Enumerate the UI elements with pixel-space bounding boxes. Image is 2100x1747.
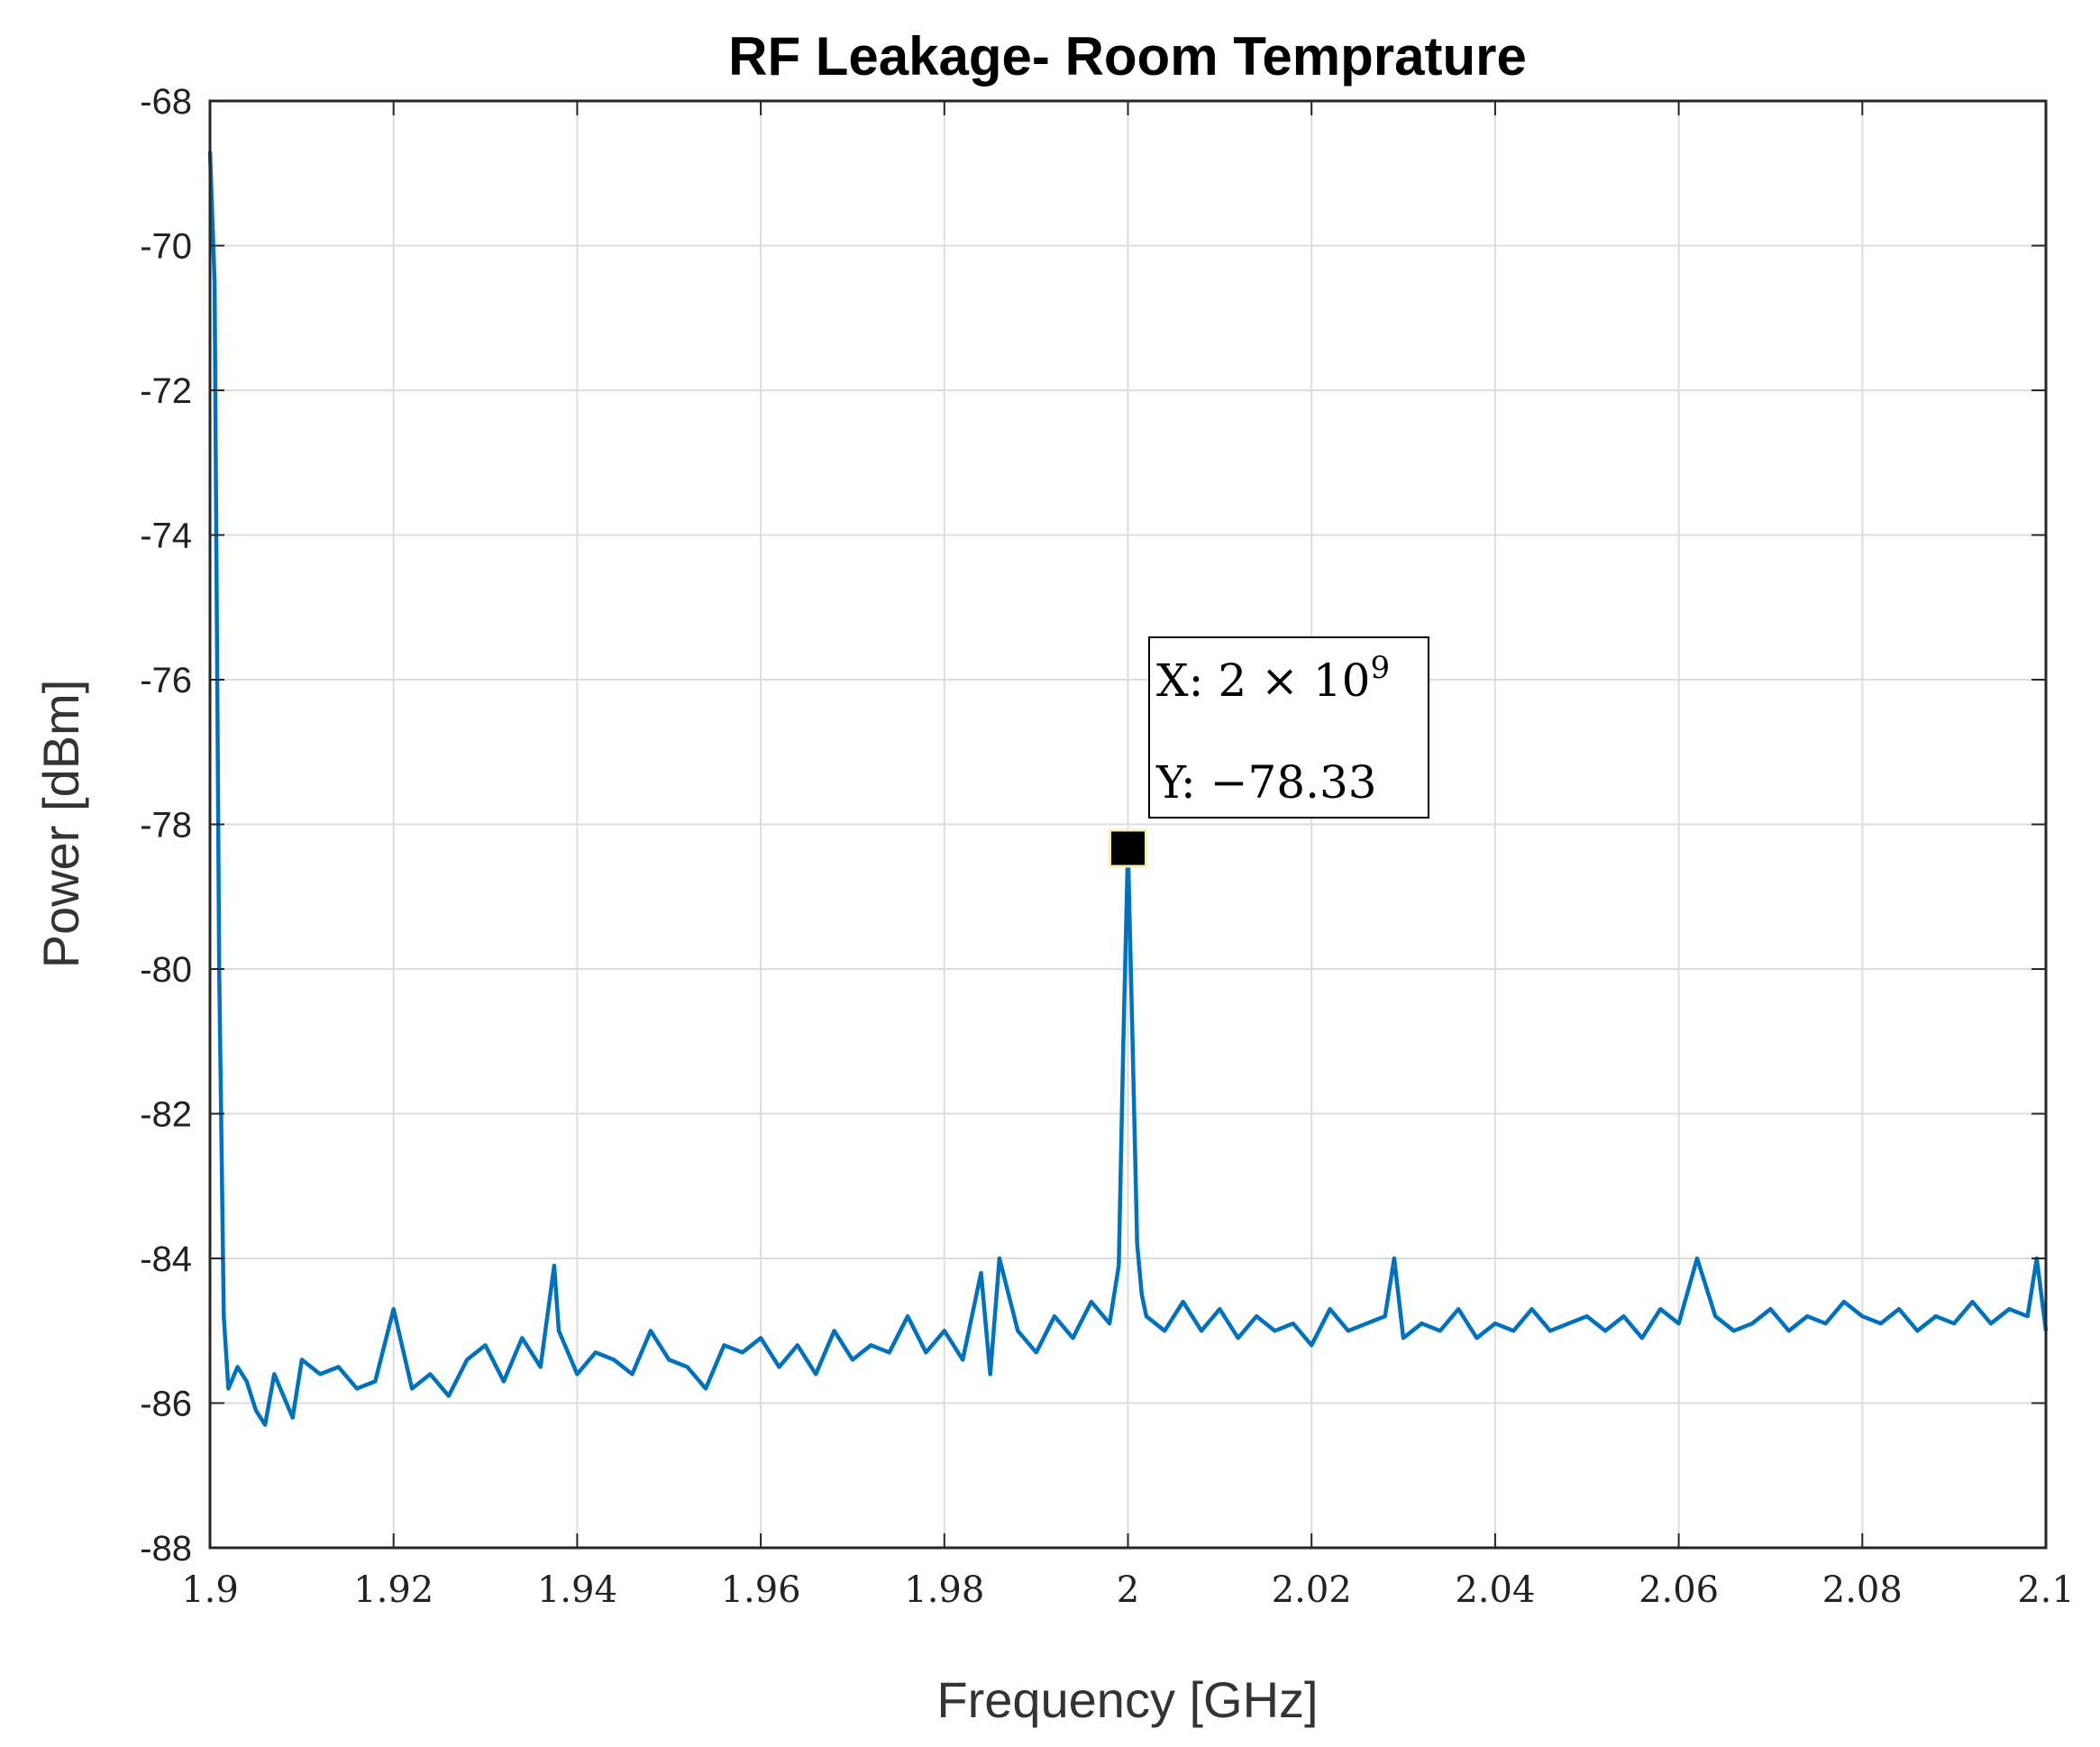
x-tick-label: 1.96 [721, 1569, 801, 1611]
series-line [207, 151, 2049, 1427]
y-tick-label: -88 [140, 1529, 192, 1569]
y-tick-label: -82 [140, 1095, 192, 1135]
y-axis-label: Power [dBm] [32, 680, 89, 969]
y-tick-label: -68 [140, 82, 192, 122]
y-tick-label: -80 [140, 950, 192, 990]
x-tick-labels: 1.9 1.92 1.94 1.96 1.98 2 2.02 2.04 2.06 2.08 2.1 [181, 1569, 2075, 1611]
x-tick-label: 2.06 [1639, 1569, 1719, 1611]
y-tick-label: -70 [140, 227, 192, 267]
y-tick-label: -78 [140, 806, 192, 846]
x-tick-label: 1.94 [537, 1569, 617, 1611]
x-tick-label: 2.1 [2017, 1569, 2075, 1611]
data-tip-box [1148, 636, 1429, 819]
y-tick-labels: -68 -70 -72 -74 -76 -78 -80 -82 -84 -86 -88 [140, 82, 192, 1569]
y-tick-label: -72 [140, 371, 192, 411]
y-tick-label: -76 [140, 661, 192, 700]
data-tip-y-text: Y: −78.33 [1155, 756, 1377, 809]
data-tip-x-text: X: 2 × 109 [1156, 650, 1390, 707]
chart-title: RF Leakage- Room Temprature [728, 26, 1527, 87]
x-tick-label: 1.92 [353, 1569, 434, 1611]
x-tick-label: 2.02 [1272, 1569, 1352, 1611]
x-tick-label: 1.98 [904, 1569, 984, 1611]
y-tick-label: -86 [140, 1385, 192, 1424]
data-tip-marker [1109, 828, 1147, 868]
series-layer [207, 151, 2049, 1427]
tick-marks [209, 100, 2047, 1549]
y-tick-label: -84 [140, 1239, 192, 1279]
data-tip[interactable]: X: 2 × 109 Y: −78.33 [1109, 636, 1429, 868]
x-tick-label: 2.08 [1822, 1569, 1903, 1611]
x-tick-label: 2 [1117, 1569, 1139, 1611]
data-tip-x-exponent: 9 [1370, 650, 1390, 686]
x-tick-label: 1.9 [181, 1569, 239, 1611]
x-tick-label: 2.04 [1455, 1569, 1535, 1611]
y-tick-label: -74 [140, 517, 192, 556]
x-axis-label: Frequency [GHz] [936, 1671, 1318, 1728]
